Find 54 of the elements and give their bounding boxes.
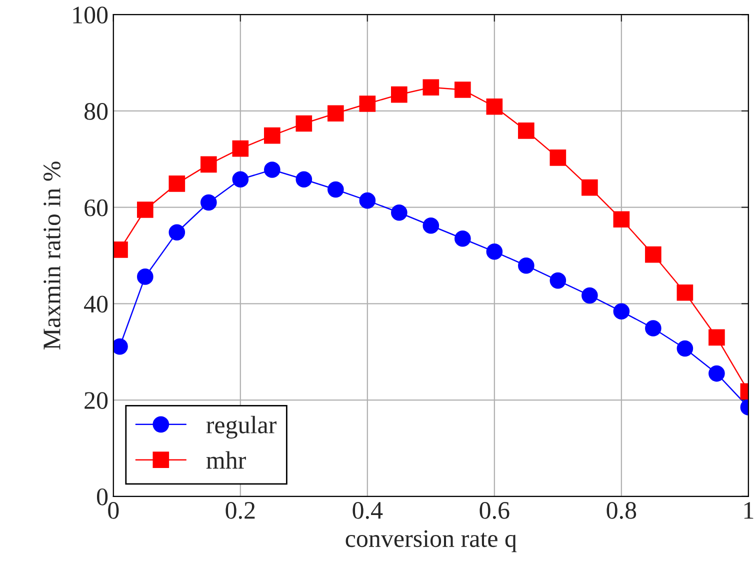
y-axis-title: Maxmin ratio in %: [44, 162, 60, 350]
point: [168, 176, 186, 192]
point: [613, 303, 630, 320]
point: [518, 257, 534, 274]
point: [454, 82, 471, 98]
point: [550, 150, 566, 166]
point: [168, 224, 186, 241]
point: [391, 86, 408, 103]
point: [328, 105, 344, 122]
point: [232, 171, 249, 188]
y-tick-label: 60: [84, 199, 108, 216]
point: [708, 329, 725, 346]
x-tick-label: 0.2: [226, 502, 255, 519]
x-tick-label: 0.8: [606, 502, 636, 519]
point: [422, 217, 440, 234]
y-tick-label: 80: [84, 103, 108, 120]
point: [200, 156, 217, 173]
x-tick-label: 0: [108, 502, 119, 519]
point: [328, 181, 344, 198]
point: [232, 140, 249, 157]
x-tick-label: 0.6: [480, 502, 510, 519]
point: [550, 272, 566, 289]
x-tick-label: 0.4: [352, 502, 383, 519]
point: [676, 284, 694, 301]
point: [708, 365, 725, 382]
legend-label: mhr: [206, 451, 246, 469]
point: [391, 204, 408, 221]
y-tick-label: 0: [96, 488, 108, 506]
x-axis-title: conversion rate q: [346, 530, 517, 552]
point: [296, 171, 312, 188]
point: [613, 211, 630, 228]
point: [518, 122, 534, 139]
point: [136, 268, 154, 285]
x-tick-label: 1: [744, 502, 754, 519]
point: [422, 79, 440, 96]
legend-label: regular: [206, 416, 276, 439]
point: [264, 127, 280, 144]
point: [454, 230, 471, 247]
point: [264, 162, 280, 178]
point: [645, 246, 662, 263]
point: [486, 243, 503, 260]
point: [359, 96, 376, 112]
point: [359, 192, 376, 209]
y-tick-label: 40: [84, 296, 108, 313]
point: [582, 287, 598, 304]
point: [645, 320, 662, 336]
point: [296, 115, 312, 132]
point: [582, 179, 598, 196]
y-tick-label: 20: [84, 392, 108, 409]
point: [136, 202, 154, 218]
y-tick-label: 100: [73, 6, 108, 24]
point: [676, 340, 694, 357]
point: [200, 194, 217, 211]
point: [486, 98, 503, 115]
